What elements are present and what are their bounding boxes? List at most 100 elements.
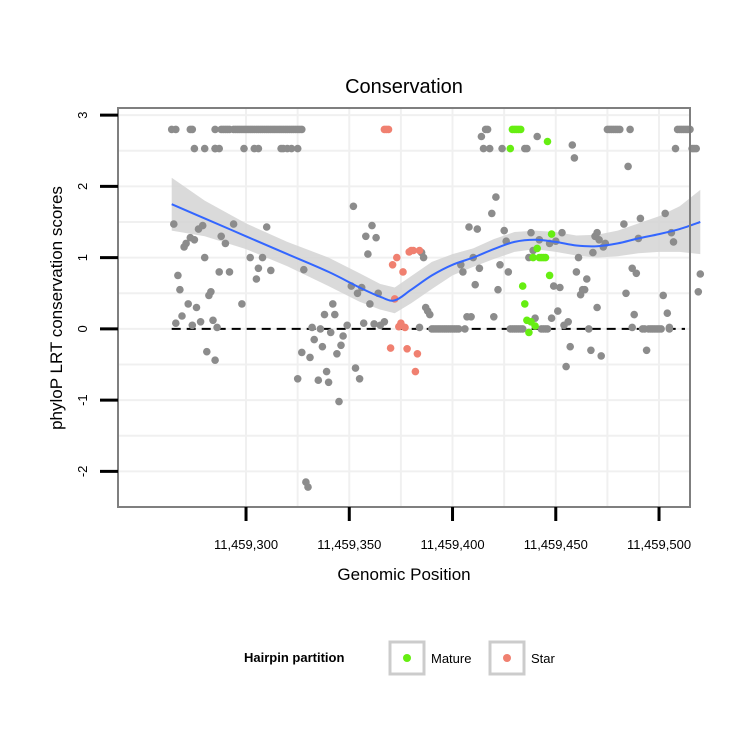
axes-layer: 11,459,300 11,459,350 11,459,400 11,459,450… [75,112,691,552]
data-point [665,323,674,332]
data-point [304,483,312,491]
data-point [473,225,482,233]
data-point [258,253,267,262]
data-point [630,310,638,319]
data-point [622,289,630,298]
data-point [467,313,475,321]
data-point [471,280,480,289]
data-point [172,319,180,328]
x-tick-label: 11,459,500 [627,537,691,552]
y-tick-label: -1 [75,394,90,406]
data-point [335,397,343,406]
data-point [207,288,215,296]
data-point [298,125,306,134]
data-point [343,321,352,330]
data-point [533,244,541,253]
data-point [333,350,341,358]
data-point [415,246,424,255]
data-point [190,236,199,244]
data-point [203,347,211,356]
data-point [626,125,634,134]
data-point [192,303,201,312]
data-point [176,285,184,294]
data-point [401,323,409,332]
data-point [523,144,531,153]
legend-swatch [403,654,411,662]
data-point [669,238,678,246]
data-point [498,144,506,153]
data-point [262,223,271,231]
data-point [329,300,337,308]
data-point [213,323,221,332]
legend: Hairpin partition Mature Star [244,640,556,676]
data-point [287,144,296,153]
x-tick-label: 11,459,450 [524,537,588,552]
data-point [349,202,358,211]
data-point [372,233,380,242]
smooth-line-layer [171,203,701,302]
legend-label: Mature [431,651,471,666]
y-axis-title: phyloP LRT conservation scores [47,186,66,430]
data-point [308,323,316,332]
data-point [364,250,372,258]
data-point [616,125,624,134]
data-point [465,223,473,231]
data-point [488,209,496,218]
data-point [529,253,537,262]
data-point [413,350,422,358]
data-point [547,230,556,238]
data-point [366,300,374,308]
data-point [570,154,579,162]
data-point [386,344,395,352]
data-point [200,144,209,153]
data-point [293,144,302,153]
data-point [267,266,275,275]
data-point [628,264,636,273]
data-point [351,364,360,372]
data-point [368,221,376,230]
data-point [628,323,636,332]
data-point [217,232,225,241]
data-point [572,268,581,276]
data-point [419,253,428,262]
data-point [593,303,601,312]
data-point [359,319,368,328]
data-point [490,313,498,321]
data-point [485,144,494,153]
data-point [411,367,420,376]
data-point [657,325,665,333]
data-point [636,214,645,223]
data-point [475,264,484,273]
chart-title: Conservation [345,76,463,98]
legend-swatch [503,654,511,662]
data-point [322,367,331,376]
smooth-fit-line [171,203,701,302]
data-point [298,348,306,357]
data-point [620,220,628,228]
legend-entry-star: Star [488,640,556,676]
data-point [549,282,558,290]
data-point [587,346,595,355]
data-point [580,285,589,294]
data-point [415,323,424,332]
data-point [190,144,199,153]
data-point [518,325,527,333]
data-point [593,228,601,237]
data-point [659,291,667,300]
data-point [198,221,207,230]
data-point [562,362,570,371]
y-tick-label: 1 [75,254,90,261]
x-tick-label: 11,459,350 [317,537,381,552]
data-point [461,325,469,333]
data-point [240,144,248,153]
x-axis-title: Genomic Position [337,565,470,584]
data-point [426,310,434,319]
y-tick-label: -2 [75,466,90,478]
data-point [339,332,347,340]
data-point [694,288,703,296]
data-point [506,144,515,153]
data-point [172,125,180,134]
data-point [403,345,411,353]
